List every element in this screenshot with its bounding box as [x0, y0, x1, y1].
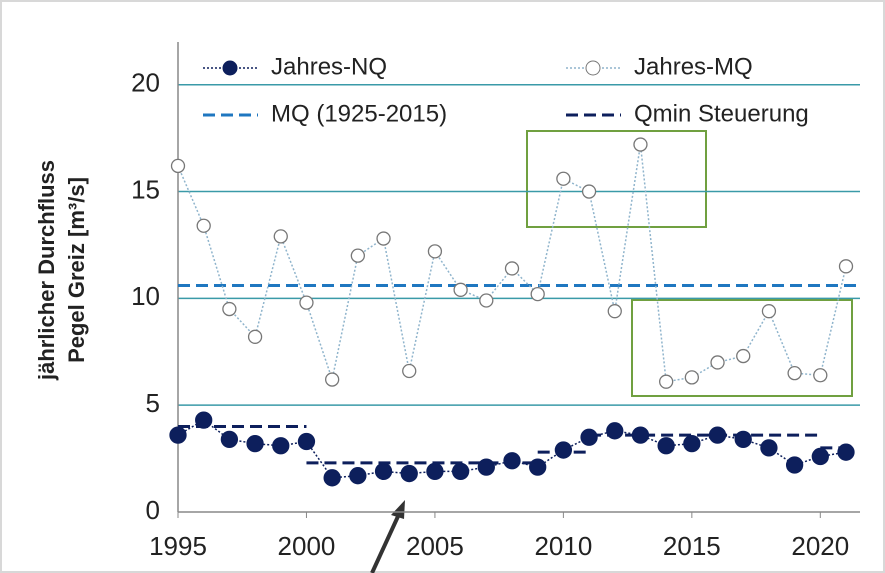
- data-point: [427, 244, 443, 259]
- data-point: [477, 458, 495, 476]
- data-point: [272, 437, 290, 455]
- data-point: [220, 430, 239, 449]
- data-point: [530, 286, 545, 302]
- x-tick-label: 2000: [278, 531, 336, 561]
- data-point: [785, 456, 804, 474]
- data-point: [374, 462, 393, 481]
- x-tick-label: 2020: [791, 531, 849, 561]
- data-point: [451, 462, 470, 481]
- data-point: [325, 372, 340, 387]
- data-point: [761, 304, 777, 319]
- data-point: [580, 428, 598, 446]
- data-point: [169, 426, 187, 444]
- data-point: [402, 363, 417, 379]
- data-point: [503, 452, 521, 470]
- data-point: [710, 355, 725, 370]
- data-point: [606, 422, 624, 440]
- data-point: [299, 295, 314, 310]
- data-point: [504, 261, 520, 276]
- data-point: [813, 368, 828, 383]
- data-point: [838, 259, 854, 274]
- y-axis-label-line: jährlicher Durchfluss: [34, 160, 59, 381]
- data-point: [659, 374, 674, 389]
- data-point: [683, 434, 701, 453]
- data-point: [323, 469, 341, 487]
- data-point: [633, 137, 648, 152]
- plot-area: 0 5 10 15 20 1995 2000 2005 2010 2015 2020: [131, 42, 860, 561]
- data-point: [273, 229, 288, 244]
- legend-marker: [222, 60, 238, 76]
- data-point: [170, 158, 186, 174]
- data-point: [708, 426, 727, 444]
- y-tick-label: 0: [146, 495, 160, 525]
- data-point: [529, 458, 547, 476]
- data-point: [247, 329, 263, 344]
- x-tick-label: 2015: [663, 531, 721, 561]
- y-tick-label: 15: [131, 174, 160, 204]
- data-point: [734, 430, 752, 449]
- data-point: [760, 439, 778, 457]
- x-tick-label: 2005: [406, 531, 464, 561]
- data-point: [222, 301, 237, 317]
- data-point: [196, 218, 211, 233]
- legend: Jahres-NQ Jahres-MQ MQ (1925-2015) Qmin Ste…: [203, 53, 809, 127]
- legend-label: MQ (1925-2015): [271, 100, 447, 127]
- y-tick-label: 5: [146, 388, 160, 418]
- data-point: [787, 365, 802, 381]
- arrow: [370, 511, 402, 573]
- data-point: [246, 434, 264, 453]
- data-point: [426, 462, 444, 481]
- data-point: [297, 432, 316, 451]
- data-point: [657, 437, 675, 455]
- data-point: [479, 293, 494, 308]
- data-point: [556, 171, 571, 186]
- legend-label: Qmin Steuerung: [634, 100, 809, 127]
- data-point: [349, 467, 367, 485]
- data-point: [581, 184, 597, 199]
- data-point: [736, 348, 751, 364]
- data-point: [376, 231, 391, 246]
- x-tick-label: 2010: [534, 531, 592, 561]
- y-tick-label: 20: [131, 68, 160, 98]
- legend-label: Jahres-MQ: [634, 53, 753, 80]
- data-point: [554, 441, 573, 459]
- y-tick-label: 10: [131, 281, 160, 311]
- arrow-head: [391, 500, 405, 519]
- x-tick-label: 1995: [149, 531, 207, 561]
- data-point: [607, 304, 622, 319]
- data-point: [631, 426, 650, 444]
- data-point: [684, 370, 699, 385]
- highlight-box: [526, 130, 707, 228]
- legend-marker: [585, 60, 601, 76]
- data-point: [837, 443, 855, 461]
- data-point: [811, 447, 829, 466]
- data-point: [350, 248, 365, 263]
- series-line: [177, 144, 847, 383]
- y-axis-label: jährlicher Durchfluss Pegel Greiz [m³/s]: [34, 160, 89, 381]
- y-axis-label-line: Pegel Greiz [m³/s]: [64, 177, 89, 363]
- highlight-box: [631, 299, 853, 397]
- data-point: [400, 464, 418, 483]
- legend-label: Jahres-NQ: [271, 53, 387, 80]
- data-point: [195, 411, 213, 429]
- data-point: [453, 282, 468, 297]
